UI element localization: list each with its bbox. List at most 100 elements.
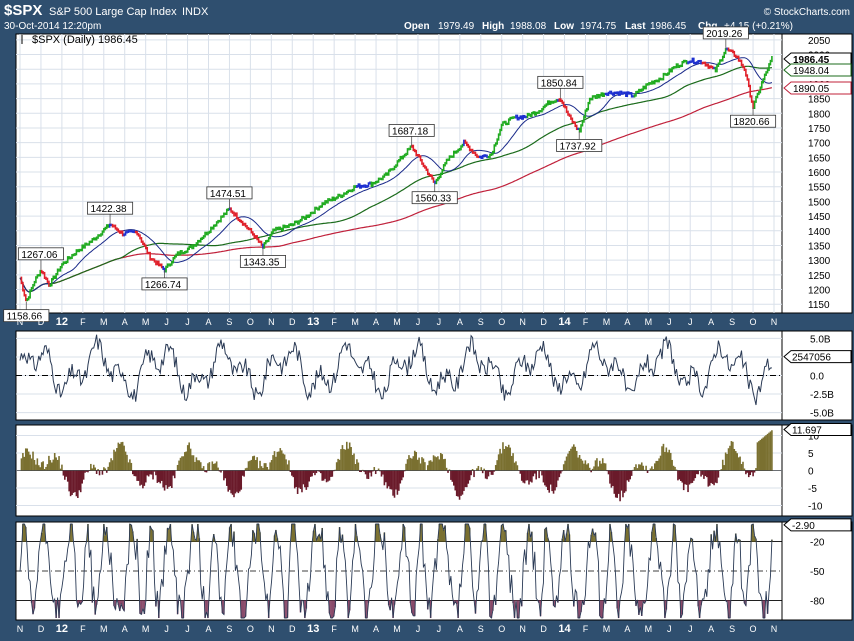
x-tick-label: J xyxy=(164,317,169,327)
price-y-tick-label: 1550 xyxy=(808,183,831,194)
x-tick-label: J xyxy=(185,317,190,327)
x-tick-label: M xyxy=(645,624,653,634)
key-point-box xyxy=(206,186,253,200)
x-tick-label: A xyxy=(122,317,128,327)
x-tick-label: 12 xyxy=(56,316,68,328)
hist-y-tick-label: 0 xyxy=(808,467,814,478)
x-tick-label: 14 xyxy=(558,316,571,328)
key-point-box xyxy=(3,309,50,323)
x-tick-label: O xyxy=(750,624,757,634)
x-tick-label: A xyxy=(373,624,379,634)
key-point-box xyxy=(702,26,749,40)
x-tick-label: F xyxy=(583,317,589,327)
x-tick-label: J xyxy=(667,624,672,634)
x-tick-label: O xyxy=(498,624,505,634)
x-tick-label: F xyxy=(80,624,86,634)
price-value-tag xyxy=(783,52,852,66)
price-x-axis: N D 12 F M A M J J A S O N D 13 F M A M J J A S O N D 14 F M A M J J A S O N xyxy=(17,316,778,328)
key-point-label: 1343.35 xyxy=(243,257,280,268)
x-tick-label: D xyxy=(289,624,296,634)
x-tick-label: O xyxy=(498,317,505,327)
x-tick-label: A xyxy=(708,624,714,634)
hist-y-tick-label: 5 xyxy=(808,449,814,460)
x-tick-label: J xyxy=(185,624,190,634)
chg-value: +4.15 (+0.21%) xyxy=(724,21,793,32)
price-y-tick-label: 1850 xyxy=(808,95,831,106)
x-tick-label: N xyxy=(268,317,275,327)
key-point-box xyxy=(87,201,134,215)
x-tick-label: O xyxy=(247,624,254,634)
x-tick-label: N xyxy=(268,624,275,634)
price-y-tick-label: 1700 xyxy=(808,139,831,150)
x-tick-label: M xyxy=(142,624,150,634)
x-tick-label: S xyxy=(226,317,232,327)
x-tick-label: S xyxy=(729,317,735,327)
x-tick-label: D xyxy=(289,317,296,327)
price-y-tick-label: 2050 xyxy=(808,36,831,47)
x-tick-label: M xyxy=(645,317,653,327)
osc-value-tag-label: 2547056 xyxy=(792,353,831,364)
x-tick-label: 13 xyxy=(307,623,319,635)
key-point-box xyxy=(730,114,777,128)
open-value: 1979.49 xyxy=(438,21,475,32)
price-y-tick-label: 1350 xyxy=(808,241,831,252)
key-point-label: 2019.26 xyxy=(706,29,743,40)
price-y-tick-label: 1300 xyxy=(808,256,831,267)
osc-value-tag xyxy=(783,350,852,364)
price-legend: $SPX (Daily) 1986.45 xyxy=(32,34,138,46)
hist-y-tick-label: -5 xyxy=(808,484,817,495)
x-tick-label: 12 xyxy=(56,623,68,635)
x-tick-label: O xyxy=(750,317,757,327)
last-value: 1986.45 xyxy=(650,21,687,32)
key-point-label: 1267.06 xyxy=(21,250,58,261)
x-tick-label: F xyxy=(331,624,337,634)
williams-value-tag xyxy=(783,518,852,532)
chg-label: Chg xyxy=(698,21,717,32)
key-point-label: 1474.51 xyxy=(210,189,247,200)
price-y-tick-label: 1650 xyxy=(808,153,831,164)
bottom-x-axis: N D 12 F M A M J J A S O N D 13 F M A M J J A S O N D 14 F M A M J J A S O N xyxy=(17,623,778,635)
x-tick-label: A xyxy=(205,317,211,327)
x-tick-label: J xyxy=(164,624,169,634)
x-tick-label: S xyxy=(226,624,232,634)
x-tick-label: D xyxy=(38,317,45,327)
x-tick-label: A xyxy=(205,624,211,634)
price-value-tag-label: 1948.04 xyxy=(793,66,830,77)
price-y-tick-label: 1200 xyxy=(808,286,831,297)
x-tick-label: 13 xyxy=(307,316,319,328)
x-tick-label: J xyxy=(688,317,693,327)
key-point-box xyxy=(239,255,286,268)
key-point-label: 1687.18 xyxy=(392,126,429,137)
osc-y-tick-label: -2.5B xyxy=(810,390,834,401)
price-y-tick-label: 1600 xyxy=(808,168,831,179)
x-tick-label: J xyxy=(688,624,693,634)
x-tick-label: J xyxy=(416,317,421,327)
x-tick-label: J xyxy=(416,624,421,634)
key-point-label: 1560.33 xyxy=(415,194,452,205)
p3-axis-area xyxy=(781,424,853,517)
x-tick-label: M xyxy=(603,317,611,327)
watermark: © StockCharts.com xyxy=(764,7,850,18)
x-tick-label: O xyxy=(247,317,254,327)
low-value: 1974.75 xyxy=(580,21,617,32)
x-tick-label: N xyxy=(771,317,778,327)
price-value-tag xyxy=(783,81,852,95)
x-tick-label: A xyxy=(708,317,714,327)
x-tick-label: 14 xyxy=(558,623,571,635)
x-tick-label: J xyxy=(437,317,442,327)
x-tick-label: M xyxy=(100,624,108,634)
price-value-tag-label: 1986.45 xyxy=(793,55,830,66)
x-tick-label: M xyxy=(393,317,401,327)
hist-y-tick-label: -10 xyxy=(808,502,823,513)
x-tick-label: M xyxy=(393,624,401,634)
x-tick-label: N xyxy=(519,624,526,634)
x-tick-label: S xyxy=(478,317,484,327)
key-point-box xyxy=(17,247,64,261)
key-point-box xyxy=(556,139,603,152)
high-value: 1988.08 xyxy=(510,21,547,32)
hist-value-tag-label: 11.697 xyxy=(792,426,822,437)
quote-bar: Open 1979.49 High 1988.08 Low 1974.75 La… xyxy=(404,21,793,32)
x-tick-label: F xyxy=(80,317,86,327)
key-point-box xyxy=(141,277,188,291)
